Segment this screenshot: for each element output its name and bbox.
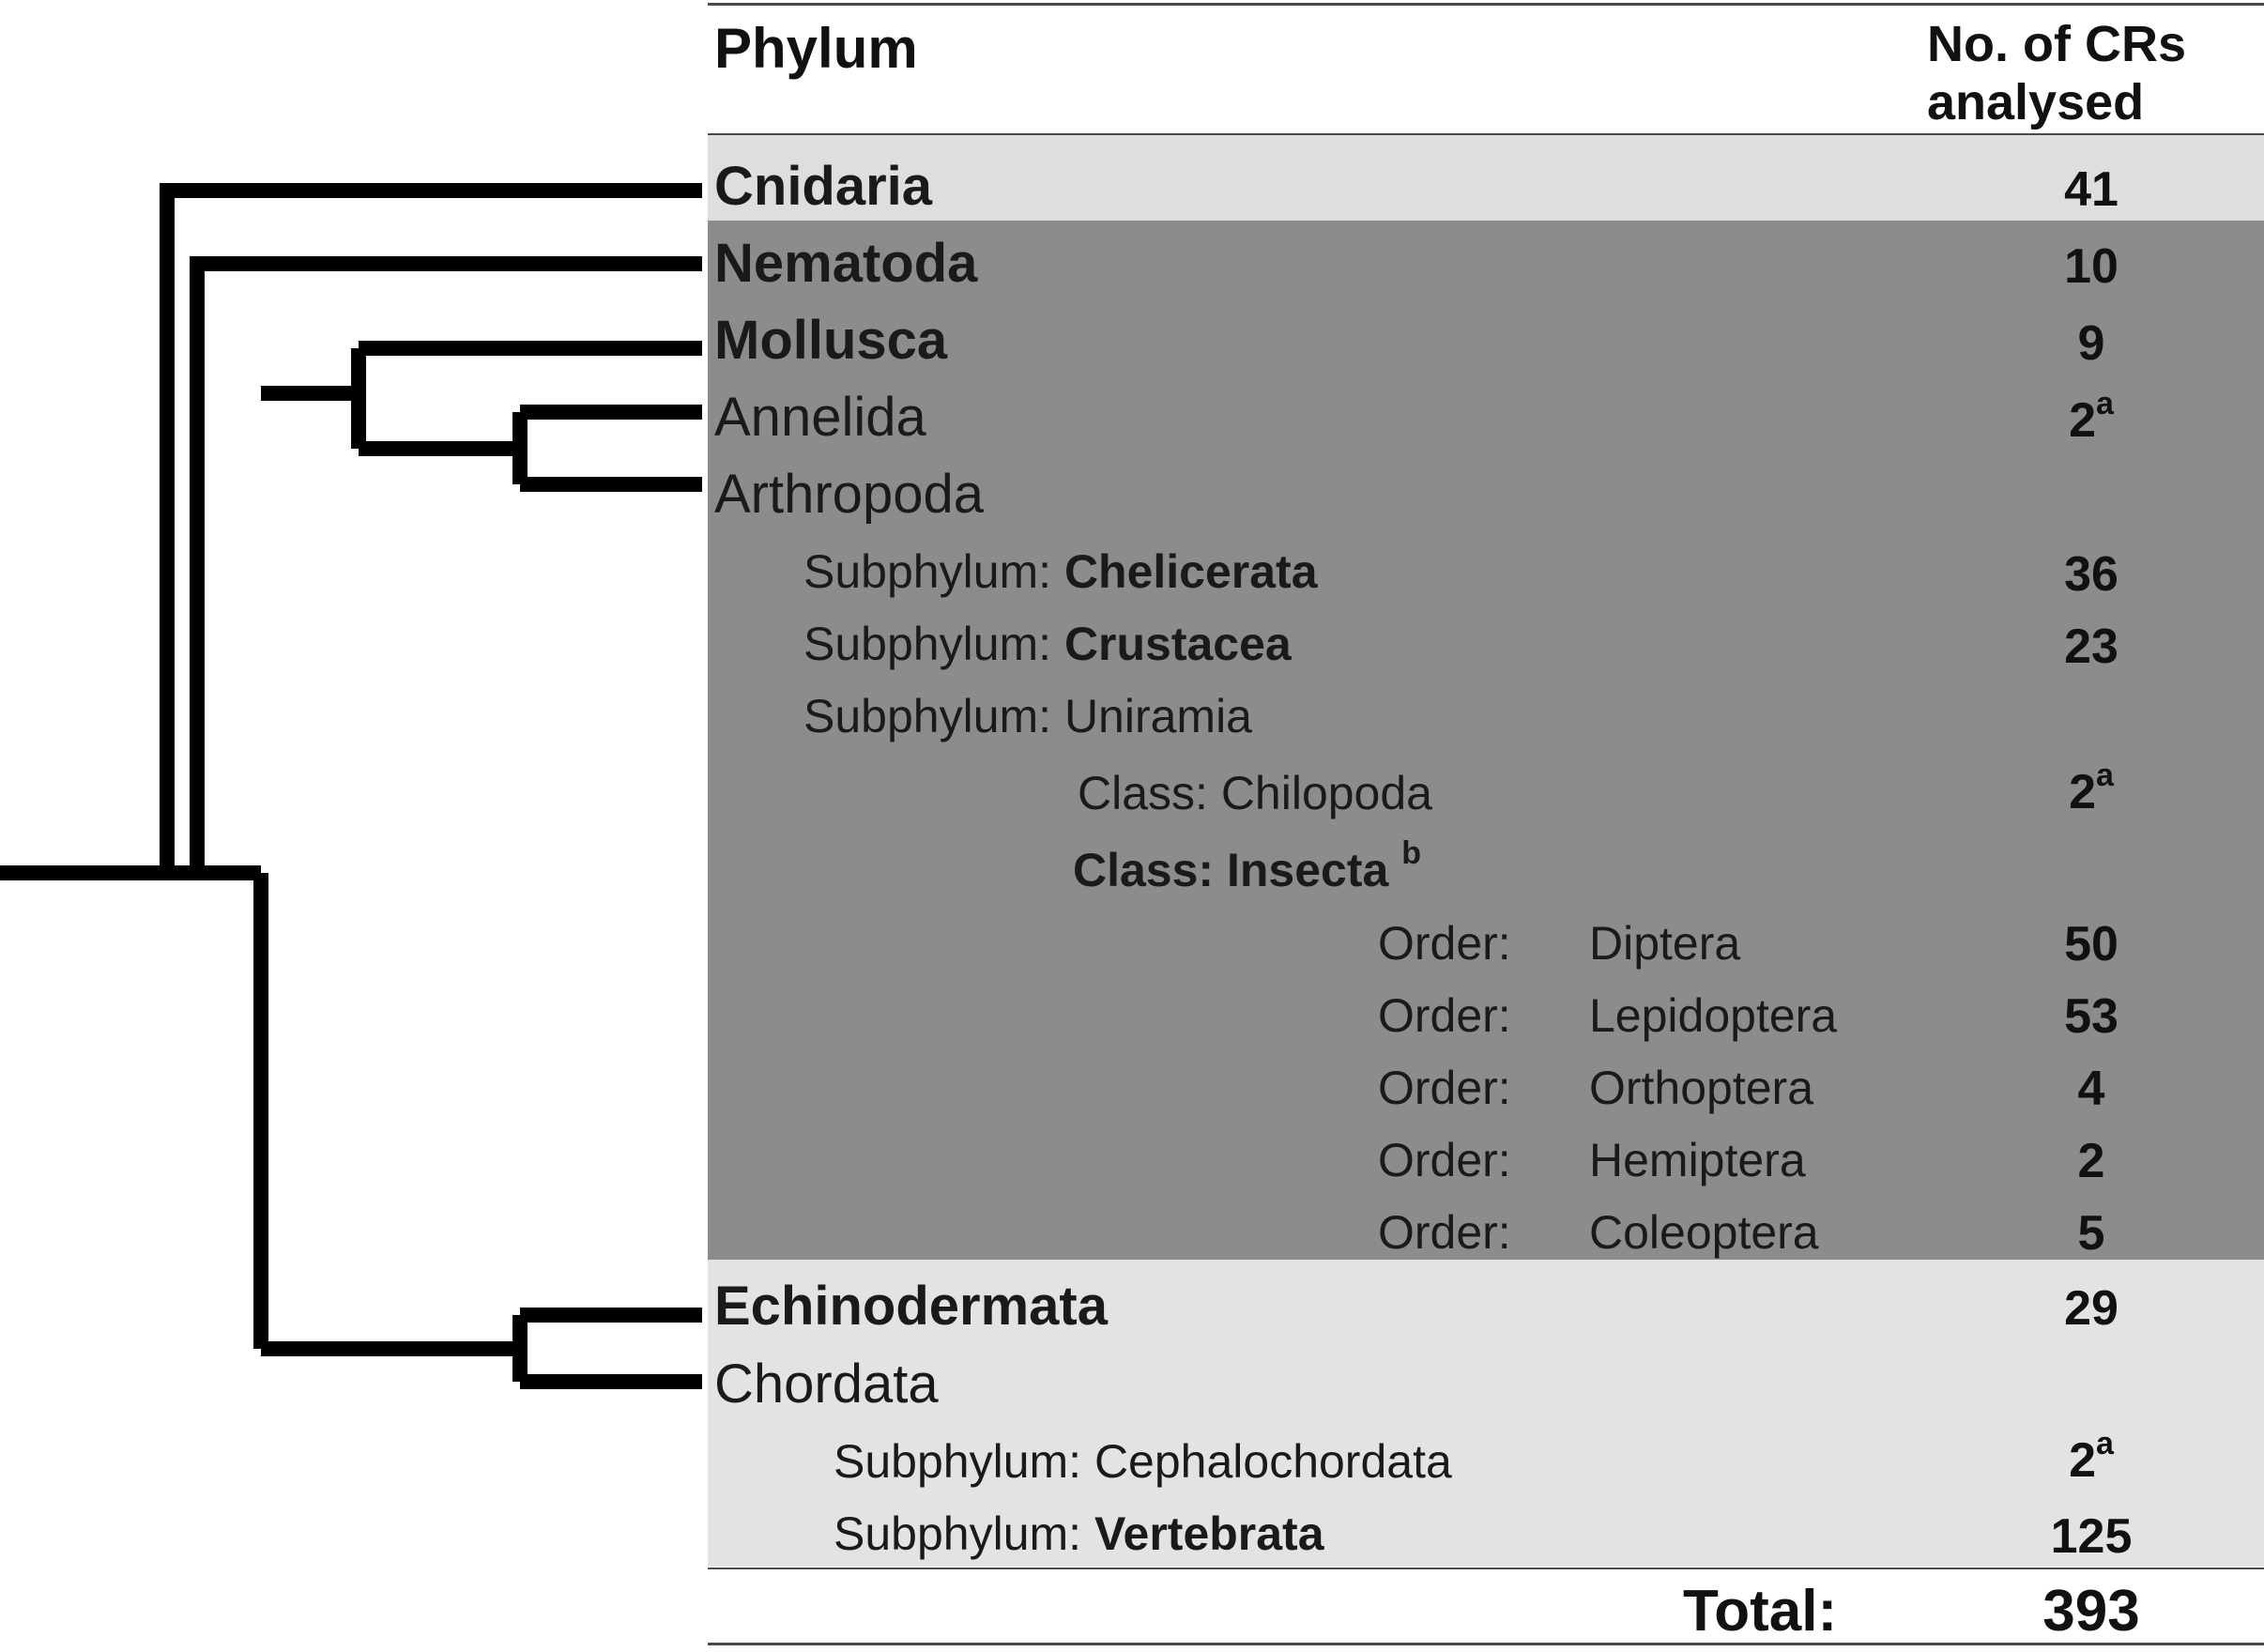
row-orthoptera-count: 4 xyxy=(2077,1062,2105,1116)
tree-branch-cnidaria xyxy=(160,183,702,873)
row-chilopoda-label: Class: Chilopoda xyxy=(1078,770,1432,817)
row-crustacea-prefix: Subphylum: xyxy=(803,618,1064,670)
row-lepidoptera-prefix: Order: xyxy=(1378,989,1511,1042)
row-chilopoda-footnote: a xyxy=(2096,757,2114,793)
row-chelicerata-prefix: Subphylum: xyxy=(803,545,1064,598)
row-diptera-prefix: Order: xyxy=(1378,917,1511,970)
row-echinodermata-name: Echinodermata xyxy=(714,1276,1108,1337)
top-rule xyxy=(708,3,2264,6)
row-coleoptera-prefix: Order: xyxy=(1378,1206,1511,1259)
row-coleoptera-name: Coleoptera xyxy=(1589,1206,1819,1259)
row-uniramia-label: Subphylum: Uniramia xyxy=(803,693,1252,740)
row-chilopoda-name: Chilopoda xyxy=(1220,767,1432,819)
row-vertebrata-count: 125 xyxy=(2050,1509,2133,1564)
row-orthoptera-prefix: Order: xyxy=(1378,1062,1511,1114)
header-count-line2: analysed xyxy=(1927,74,2145,130)
row-uniramia-name: Uniramia xyxy=(1063,690,1252,742)
row-hemiptera-count: 2 xyxy=(2077,1134,2105,1188)
row-chelicerata-label: Subphylum: Chelicerata xyxy=(803,548,1318,595)
row-lepidoptera-count: 53 xyxy=(2064,989,2119,1044)
row-insecta-label: Class: Insecta b xyxy=(1073,837,1421,896)
band-deuterostomes xyxy=(708,1260,2264,1567)
row-vertebrata-label: Subphylum: Vertebrata xyxy=(834,1510,1324,1557)
row-annelida-footnote: a xyxy=(2096,385,2114,421)
row-annelida-count-cell: 2a xyxy=(1997,388,2185,448)
band-cnidaria xyxy=(708,134,2264,221)
row-insecta-name: Insecta xyxy=(1226,844,1389,896)
total-value: 393 xyxy=(2042,1579,2140,1644)
row-cnidaria-count: 41 xyxy=(2064,162,2119,217)
row-cephalochordata-name: Cephalochordata xyxy=(1094,1435,1452,1488)
row-echinodermata-count: 29 xyxy=(2064,1281,2119,1336)
row-mollusca-name: Mollusca xyxy=(714,310,948,371)
row-chelicerata-count: 36 xyxy=(2064,547,2119,602)
total-label: Total: xyxy=(1683,1579,1838,1644)
row-cephalochordata-label: Subphylum: Cephalochordata xyxy=(834,1438,1452,1485)
row-hemiptera-name: Hemiptera xyxy=(1589,1134,1806,1186)
row-annelida-name: Annelida xyxy=(714,387,926,448)
row-lepidoptera-name: Lepidoptera xyxy=(1589,989,1838,1042)
row-nematoda-count: 10 xyxy=(2064,239,2119,294)
row-crustacea-name: Crustacea xyxy=(1063,618,1292,670)
row-nematoda-name: Nematoda xyxy=(714,233,978,294)
row-cephalochordata-footnote: a xyxy=(2096,1425,2114,1461)
row-chelicerata-name: Chelicerata xyxy=(1063,545,1318,598)
row-chilopoda-count-cell: 2a xyxy=(1997,759,2185,819)
row-cephalochordata-prefix: Subphylum: xyxy=(834,1435,1094,1488)
header-count-line1: No. of CRs xyxy=(1927,16,2186,72)
row-diptera-count: 50 xyxy=(2064,917,2119,971)
row-mollusca-count: 9 xyxy=(2077,316,2105,371)
header-phylum: Phylum xyxy=(714,17,918,80)
tree-branch-nematoda xyxy=(190,256,702,873)
row-cephalochordata-count-cell: 2a xyxy=(1997,1428,2185,1488)
row-vertebrata-prefix: Subphylum: xyxy=(834,1507,1094,1560)
row-diptera-name: Diptera xyxy=(1589,917,1741,970)
row-insecta-footnote: b xyxy=(1401,835,1421,872)
bottom-rule xyxy=(708,1643,2264,1645)
row-orthoptera-name: Orthoptera xyxy=(1589,1062,1814,1114)
row-chilopoda-prefix: Class: xyxy=(1078,767,1221,819)
row-coleoptera-count: 5 xyxy=(2077,1206,2105,1261)
row-chordata-name: Chordata xyxy=(714,1354,939,1415)
row-crustacea-label: Subphylum: Crustacea xyxy=(803,620,1292,667)
row-vertebrata-name: Vertebrata xyxy=(1094,1507,1324,1560)
row-chilopoda-count: 2 xyxy=(2069,765,2096,819)
row-arthropoda-name: Arthropoda xyxy=(714,464,984,525)
row-cnidaria-name: Cnidaria xyxy=(714,156,933,217)
band-protostomes xyxy=(708,221,2264,1260)
header-rule xyxy=(708,133,2264,135)
row-cephalochordata-count: 2 xyxy=(2069,1433,2096,1488)
row-hemiptera-prefix: Order: xyxy=(1378,1134,1511,1186)
row-uniramia-prefix: Subphylum: xyxy=(803,690,1064,742)
total-top-rule xyxy=(708,1568,2264,1569)
row-crustacea-count: 23 xyxy=(2064,620,2119,674)
row-insecta-prefix: Class: xyxy=(1073,844,1227,896)
row-annelida-count: 2 xyxy=(2069,393,2096,448)
